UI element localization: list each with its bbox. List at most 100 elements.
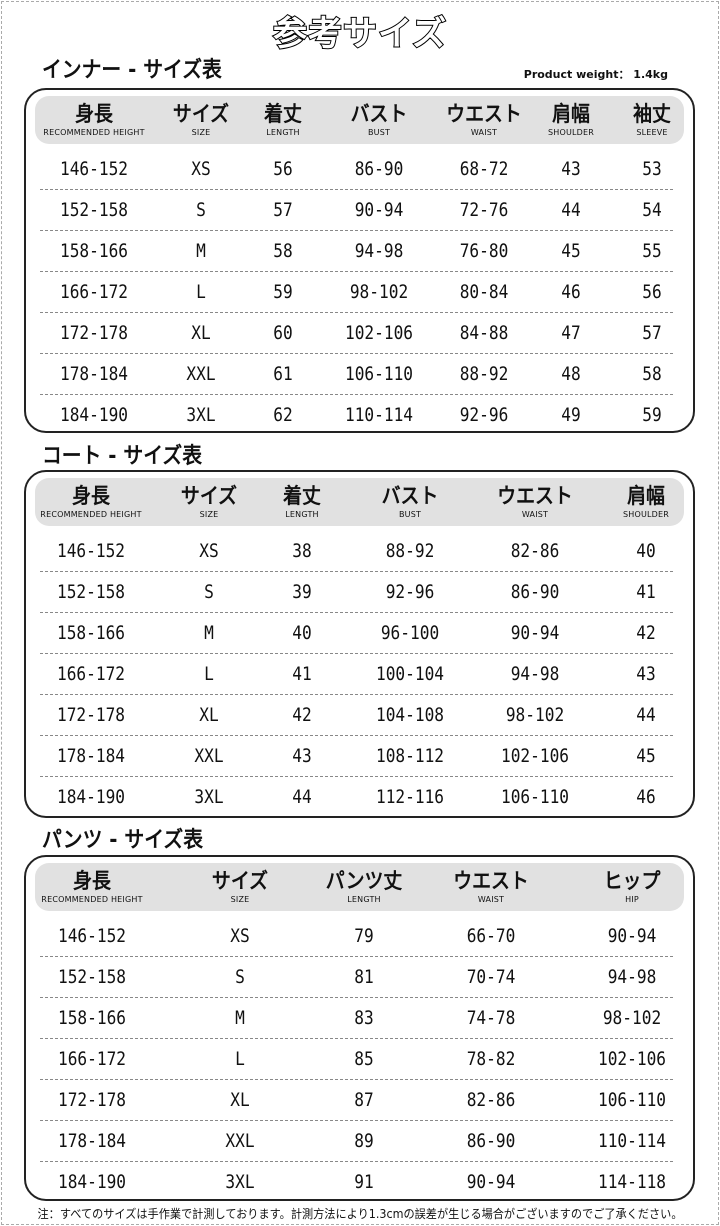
table-cell: 158-166 [57,1007,127,1029]
table-cell: 92-96 [459,404,509,426]
header-label-ja: ウエスト [453,869,529,893]
table-cell: 146-152 [57,925,127,947]
table-cell: 184-190 [56,786,126,808]
table-cell: L [235,1048,245,1070]
table-cell: 85 [354,1048,374,1070]
header-label-ja: 着丈 [283,484,321,508]
table-cell: 172-178 [56,704,126,726]
table-cell: 78-82 [466,1048,516,1070]
table-cell: 43 [292,745,312,767]
table-cell: 39 [292,581,312,603]
table-cell: 102-106 [597,1048,667,1070]
table-cell: 86-90 [510,581,560,603]
table-cell: 53 [642,158,662,180]
table-cell: 62 [273,404,293,426]
table-cell: 40 [292,622,312,644]
table-cell: 3XL [225,1171,255,1193]
table-cell: S [204,581,214,603]
header-label-en: BUST [398,510,422,519]
table-cell: 38 [292,540,312,562]
table-cell: 82-86 [510,540,560,562]
table-cell: XS [191,158,211,180]
table-cell: 110-114 [597,1130,667,1152]
table-cell: 91 [354,1171,374,1193]
table-cell: 146-152 [59,158,129,180]
table-cell: 152-158 [59,199,129,221]
table-cell: 57 [642,322,662,344]
table-cell: 178-184 [56,745,126,767]
table-cell: 45 [561,240,581,262]
table-cell: XL [191,322,211,344]
header-label-en: LENGTH [266,128,300,137]
header-label-ja: ヒップ [603,869,661,893]
table-cell: 90-94 [466,1171,516,1193]
table-cell: 98-102 [602,1007,662,1029]
table-cell: 54 [642,199,662,221]
table-row: 184-190 3XL 62 110-114 92-96 49 59 [40,395,673,436]
table-cell: 184-190 [57,1171,127,1193]
table-cell: 88-92 [385,540,435,562]
header-label-ja: 肩幅 [627,484,665,508]
table-cell: 87 [354,1089,374,1111]
coat-size-table: 身長 RECOMMENDED HEIGHT サイズ SIZE 着丈 LENGTH バスト BU… [24,470,695,818]
table-cell: 81 [354,966,374,988]
header-label-ja: ウエスト [446,102,522,126]
table-cell: 89 [354,1130,374,1152]
table-cell: 61 [273,363,293,385]
header-label-ja: 袖丈 [633,102,671,126]
table-cell: 178-184 [59,363,129,385]
table-cell: 43 [636,663,656,685]
coat-section-title: コート - サイズ表 [42,444,203,469]
table-row: 152-158 S 39 92-96 86-90 41 [40,572,673,613]
header-label-ja: 身長 [72,484,110,508]
table-row: 146-152 XS 38 88-92 82-86 40 [40,531,673,572]
header-label-en: SIZE [199,510,219,519]
table-cell: 55 [642,240,662,262]
table-cell: XS [230,925,250,947]
table-cell: 56 [273,158,293,180]
table-row: 178-184 XXL 61 106-110 88-92 48 58 [40,354,673,395]
table-row: 158-166 M 83 74-78 98-102 [40,998,673,1039]
table-cell: 72-76 [459,199,509,221]
table-row: 172-178 XL 87 82-86 106-110 [40,1080,673,1121]
table-cell: 152-158 [57,966,127,988]
header-label-en: SHOULDER [622,510,670,519]
table-row: 184-190 3XL 91 90-94 114-118 [40,1162,673,1203]
footnote: 注：すべてのサイズは手作業で計測しております。計測方法により1.3cmの誤差が生… [37,1207,683,1221]
table-cell: 166-172 [56,663,126,685]
table-cell: 184-190 [59,404,129,426]
header-label-ja: 着丈 [264,102,302,126]
table-cell: 74-78 [466,1007,516,1029]
header-label-en: SIZE [191,128,211,137]
table-cell: 40 [636,540,656,562]
table-row: 146-152 XS 79 66-70 90-94 [40,916,673,957]
table-cell: 3XL [194,786,224,808]
table-row: 158-166 M 58 94-98 76-80 45 55 [40,231,673,272]
header-label-en: SHOULDER [547,128,595,137]
table-cell: XL [230,1089,250,1111]
header-label-ja: バスト [350,102,408,126]
table-row: 172-178 XL 42 104-108 98-102 44 [40,695,673,736]
inner-size-table: 身長 RECOMMENDED HEIGHT サイズ SIZE 着丈 LENGTH バスト BU… [24,88,695,433]
table-cell: 112-116 [375,786,445,808]
table-cell: 96-100 [380,622,440,644]
table-cell: 152-158 [56,581,126,603]
table-cell: S [235,966,245,988]
table-cell: 106-110 [344,363,414,385]
table-row: 172-178 XL 60 102-106 84-88 47 57 [40,313,673,354]
table-cell: 100-104 [375,663,445,685]
table-cell: 158-166 [56,622,126,644]
table-row: 166-172 L 41 100-104 94-98 43 [40,654,673,695]
table-cell: L [204,663,214,685]
table-cell: 104-108 [375,704,445,726]
table-cell: 92-96 [385,581,435,603]
table-row: 166-172 L 59 98-102 80-84 46 56 [40,272,673,313]
table-cell: XXL [194,745,224,767]
table-row: 166-172 L 85 78-82 102-106 [40,1039,673,1080]
table-cell: 44 [636,704,656,726]
table-cell: 68-72 [459,158,509,180]
table-cell: 42 [636,622,656,644]
header-label-ja: サイズ [211,869,269,893]
table-cell: 43 [561,158,581,180]
table-cell: 172-178 [59,322,129,344]
